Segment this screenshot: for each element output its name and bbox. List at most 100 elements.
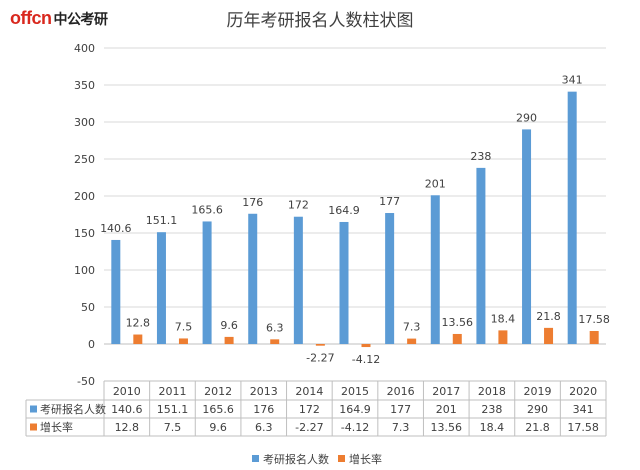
y-tick-label: 350 [74, 79, 95, 92]
data-label-registrants: 177 [379, 195, 400, 208]
data-label-registrants: 140.6 [100, 222, 132, 235]
logo-brand: offcn [10, 8, 52, 28]
table-cell: 6.3 [255, 421, 273, 434]
data-label-registrants: 176 [242, 196, 263, 209]
data-label-growth-rate: 12.8 [126, 317, 151, 330]
x-tick-label: 2010 [113, 385, 141, 398]
x-tick-label: 2013 [250, 385, 278, 398]
bar-registrants [430, 195, 440, 344]
bar-registrants [202, 221, 212, 344]
legend-label: 考研报名人数 [263, 452, 329, 466]
y-tick-label: -50 [77, 375, 95, 388]
x-tick-label: 2020 [569, 385, 597, 398]
bars: 140.6 12.8 151.1 7.5 165.6 9.6 176 6.3 172 -2.27 1… [100, 74, 610, 366]
table-cell: 151.1 [157, 403, 189, 416]
x-tick-label: 2019 [524, 385, 552, 398]
x-tick-label: 2017 [432, 385, 460, 398]
data-label-growth-rate: 18.4 [491, 312, 516, 325]
bar-registrants [522, 129, 532, 344]
table-legend-key [30, 423, 37, 431]
chart-title: 历年考研报名人数柱状图 [227, 11, 414, 31]
data-label-growth-rate: 6.3 [266, 321, 284, 334]
table-cell: -2.27 [295, 421, 323, 434]
table-cell: 172 [299, 403, 320, 416]
table-cell: 201 [436, 403, 457, 416]
legend: 考研报名人数 增长率 [252, 452, 382, 466]
data-label-registrants: 164.9 [328, 204, 360, 217]
bar-registrants [476, 167, 486, 344]
data-label-registrants: 290 [516, 111, 537, 124]
data-label-registrants: 151.1 [146, 214, 178, 227]
x-tick-label: 2011 [158, 385, 186, 398]
data-label-registrants: 165.6 [191, 203, 223, 216]
y-tick-label: 200 [74, 190, 95, 203]
table-series-name: 考研报名人数 [40, 402, 106, 416]
table-cell: 21.8 [525, 421, 550, 434]
bar-growth-rate [361, 344, 371, 348]
bar-growth-rate [315, 344, 325, 346]
data-label-registrants: 172 [288, 199, 309, 212]
data-label-growth-rate: 17.58 [578, 313, 610, 326]
table-cell: 9.6 [209, 421, 227, 434]
table-cell: 13.56 [431, 421, 463, 434]
logo-name: 中公考研 [53, 11, 109, 27]
bar-growth-rate [133, 334, 143, 344]
table-cell: 12.8 [115, 421, 140, 434]
data-label-growth-rate: 9.6 [220, 319, 238, 332]
table-cell: 341 [573, 403, 594, 416]
table-cell: -4.12 [341, 421, 369, 434]
bar-registrants [385, 213, 395, 344]
bar-growth-rate [498, 330, 508, 344]
table-cell: 165.6 [202, 403, 234, 416]
offcn-logo: offcn 中公考研 [10, 8, 108, 29]
bar-registrants [339, 221, 349, 344]
table-cell: 177 [390, 403, 411, 416]
bar-registrants [111, 239, 121, 344]
y-tick-label: 0 [88, 338, 95, 351]
data-label-registrants: 238 [470, 150, 491, 163]
bar-growth-rate [452, 333, 462, 344]
legend-key [252, 455, 259, 462]
bar-growth-rate [407, 338, 417, 344]
y-tick-label: 300 [74, 116, 95, 129]
table-series-name: 增长率 [40, 420, 73, 434]
bar-growth-rate [589, 330, 599, 344]
bar-growth-rate [224, 336, 234, 344]
table-cell: 17.58 [567, 421, 599, 434]
bar-registrants [293, 216, 303, 344]
table-cell: 18.4 [480, 421, 505, 434]
x-tick-label: 2016 [387, 385, 415, 398]
table-cell: 164.9 [339, 403, 371, 416]
y-tick-label: 400 [74, 42, 95, 55]
data-label-growth-rate: 7.5 [175, 320, 193, 333]
data-label-registrants: 341 [562, 74, 583, 87]
legend-key [338, 455, 345, 462]
table-cell: 7.5 [164, 421, 182, 434]
table-cell: 290 [527, 403, 548, 416]
data-table: 2010 2011 2012 2013 2014 2015 2016 2017 2018 2019… [25, 380, 607, 437]
x-tick-label: 2015 [341, 385, 369, 398]
bar-growth-rate [178, 338, 188, 344]
y-tick-label: 50 [81, 301, 95, 314]
table-cell: 238 [481, 403, 502, 416]
y-tick-label: 150 [74, 227, 95, 240]
bar-growth-rate [270, 339, 280, 344]
bar-growth-rate [544, 327, 554, 344]
table-cell: 7.3 [392, 421, 410, 434]
x-tick-label: 2018 [478, 385, 506, 398]
data-label-growth-rate: -4.12 [352, 353, 380, 366]
table-legend-key [30, 405, 37, 413]
y-tick-label: 100 [74, 264, 95, 277]
x-tick-label: 2014 [295, 385, 323, 398]
data-label-growth-rate: 13.56 [442, 316, 474, 329]
y-axis: -50 0 50 100 150 200 250 300 350 400 [74, 42, 95, 388]
table-cell: 140.6 [111, 403, 143, 416]
data-label-growth-rate: -2.27 [306, 352, 334, 365]
legend-label: 增长率 [349, 452, 382, 466]
x-tick-label: 2012 [204, 385, 232, 398]
data-label-growth-rate: 21.8 [536, 310, 561, 323]
table-cell: 176 [253, 403, 274, 416]
y-tick-label: 250 [74, 153, 95, 166]
bar-registrants [248, 213, 258, 344]
